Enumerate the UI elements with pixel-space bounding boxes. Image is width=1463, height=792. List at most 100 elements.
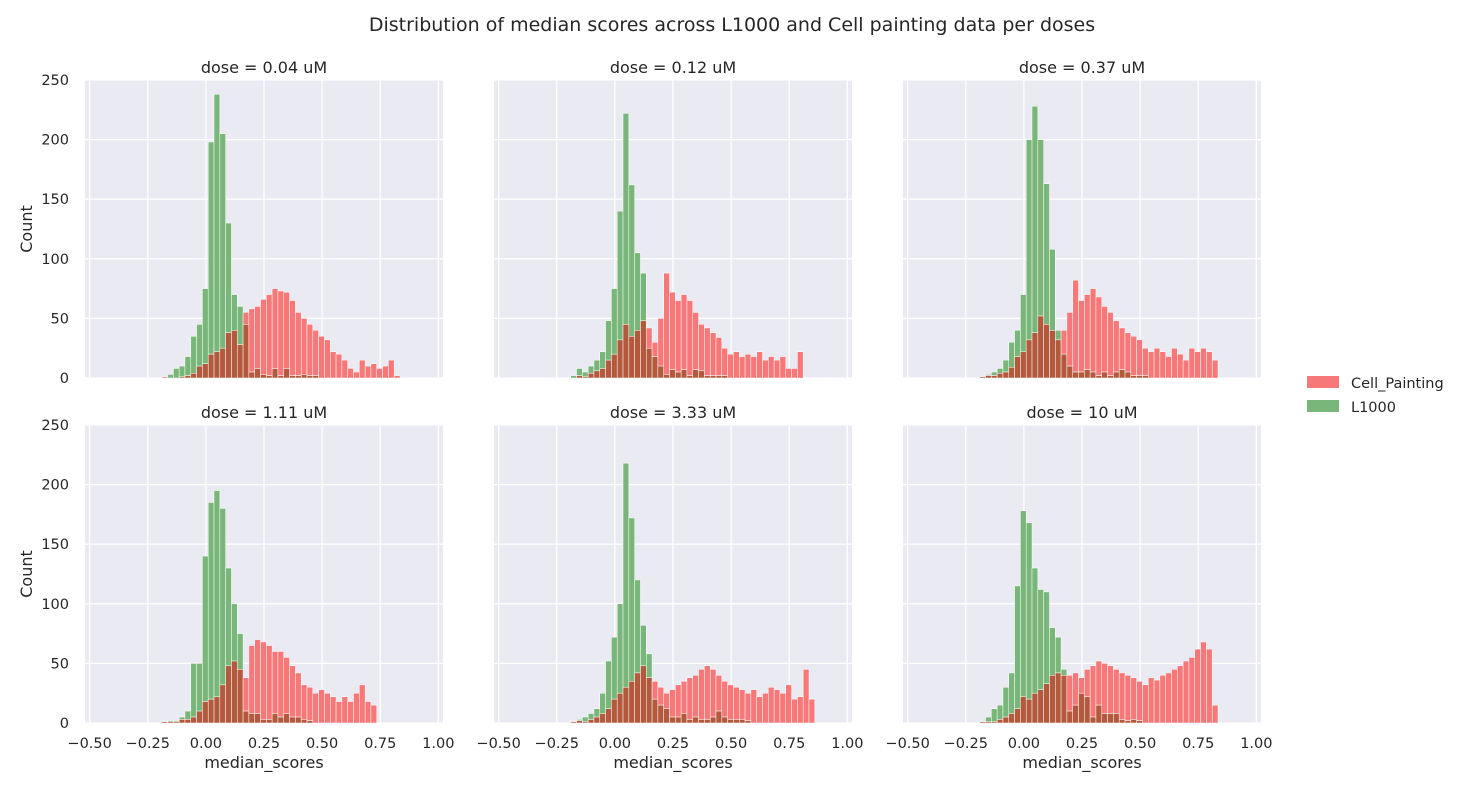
bar-l1000 xyxy=(611,288,618,355)
bar-cell-painting xyxy=(1188,347,1195,379)
bar-overlap xyxy=(289,716,296,724)
bar-cell-painting xyxy=(750,356,757,379)
x-tick-label: 1.00 xyxy=(422,736,454,752)
bar-overlap xyxy=(237,344,244,379)
bar-overlap xyxy=(628,681,635,724)
bar-overlap xyxy=(231,330,238,379)
bar-overlap xyxy=(231,660,238,724)
bar-cell-painting xyxy=(248,645,255,714)
bar-cell-painting xyxy=(1153,347,1161,379)
bar-overlap xyxy=(312,375,319,379)
bar-cell-painting xyxy=(721,347,728,376)
bar-cell-painting xyxy=(1211,704,1219,724)
bar-cell-painting xyxy=(675,300,682,373)
bar-overlap xyxy=(173,721,180,724)
bar-cell-painting xyxy=(1200,347,1207,379)
bar-overlap xyxy=(271,368,279,379)
bar-cell-painting xyxy=(277,651,285,718)
bar-overlap xyxy=(248,371,255,379)
bar-overlap xyxy=(739,719,746,724)
bar-overlap xyxy=(646,347,653,379)
bar-cell-painting xyxy=(750,689,757,724)
bar-cell-painting xyxy=(744,353,752,379)
bar-overlap xyxy=(622,686,630,724)
bar-l1000 xyxy=(628,184,635,337)
bar-cell-painting xyxy=(768,356,775,379)
bar-cell-painting xyxy=(1095,660,1103,706)
bar-overlap xyxy=(248,713,255,724)
bar-cell-painting xyxy=(791,368,798,379)
bar-overlap xyxy=(634,672,641,724)
x-tick-label: −0.25 xyxy=(944,736,988,752)
bar-overlap xyxy=(237,669,244,724)
bar-l1000 xyxy=(1043,591,1050,684)
bar-l1000 xyxy=(991,371,998,376)
bar-cell-painting xyxy=(1188,657,1195,724)
y-tick-label: 100 xyxy=(41,252,69,268)
bar-l1000 xyxy=(190,336,197,374)
facet-panel: dose = 0.12 uM xyxy=(494,58,852,379)
bar-l1000 xyxy=(634,579,641,674)
bar-cell-painting xyxy=(324,339,331,379)
bar-overlap xyxy=(1002,716,1010,724)
bar-cell-painting xyxy=(254,639,261,714)
legend: Cell_Painting L1000 xyxy=(1307,376,1444,416)
bar-cell-painting xyxy=(330,351,337,379)
bar-overlap xyxy=(1031,332,1039,379)
x-tick-label: 0.00 xyxy=(190,736,222,752)
bar-cell-painting xyxy=(808,698,816,724)
bar-overlap xyxy=(219,347,226,379)
bar-cell-painting xyxy=(709,332,717,376)
bar-cell-painting xyxy=(283,291,290,369)
bar-l1000 xyxy=(1008,341,1015,368)
bar-cell-painting xyxy=(785,684,792,724)
bar-cell-painting xyxy=(1182,660,1190,724)
bar-l1000 xyxy=(1002,359,1010,373)
bar-cell-painting xyxy=(324,692,331,724)
bar-cell-painting xyxy=(306,686,314,721)
bar-cell-painting xyxy=(733,351,740,379)
y-tick-label: 250 xyxy=(41,418,69,434)
bar-overlap xyxy=(979,721,986,724)
bar-overlap xyxy=(634,330,641,379)
bar-l1000 xyxy=(582,716,589,723)
bar-cell-painting xyxy=(739,689,746,720)
bar-overlap xyxy=(640,665,647,724)
bar-cell-painting xyxy=(1177,665,1184,724)
bar-l1000 xyxy=(1055,330,1062,341)
y-axis-label: Count xyxy=(17,205,36,253)
bar-l1000 xyxy=(167,374,174,379)
bar-overlap xyxy=(686,719,694,724)
bar-cell-painting xyxy=(370,363,377,379)
x-tick-label: 0.75 xyxy=(773,736,805,752)
bar-overlap xyxy=(1043,324,1050,379)
bar-cell-painting xyxy=(242,677,250,712)
bar-overlap xyxy=(306,720,314,724)
bar-l1000 xyxy=(1043,183,1050,325)
x-tick-label: −0.50 xyxy=(476,736,520,752)
bar-cell-painting xyxy=(744,692,752,721)
bar-l1000 xyxy=(202,288,209,364)
bar-cell-painting xyxy=(1200,641,1207,724)
bar-cell-painting xyxy=(1130,677,1137,720)
bar-overlap xyxy=(1107,713,1114,724)
bar-overlap xyxy=(1014,356,1021,379)
bar-overlap xyxy=(1101,371,1108,379)
bar-l1000 xyxy=(225,222,232,333)
bar-cell-painting xyxy=(254,306,261,369)
panel-title: dose = 3.33 uM xyxy=(610,403,736,422)
bar-overlap xyxy=(1136,375,1143,379)
bar-overlap xyxy=(1049,330,1056,379)
bar-overlap xyxy=(985,721,992,724)
bar-overlap xyxy=(1002,371,1010,379)
bar-overlap xyxy=(669,716,676,724)
bar-overlap xyxy=(1037,689,1044,724)
bar-l1000 xyxy=(622,462,630,688)
bar-cell-painting xyxy=(1066,312,1073,367)
bar-cell-painting xyxy=(646,327,653,349)
bar-overlap xyxy=(266,719,273,724)
bar-cell-painting xyxy=(289,665,296,718)
bar-overlap xyxy=(1060,353,1068,379)
bar-cell-painting xyxy=(727,353,734,379)
